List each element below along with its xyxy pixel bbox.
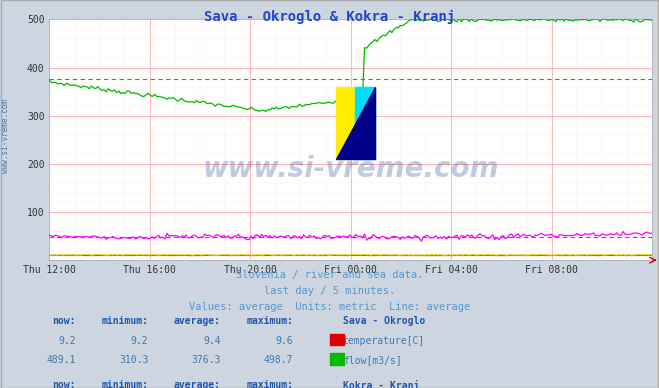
Text: 9.4: 9.4 — [203, 336, 221, 346]
Text: last day / 5 minutes.: last day / 5 minutes. — [264, 286, 395, 296]
Text: 376.3: 376.3 — [191, 355, 221, 365]
Text: now:: now: — [52, 380, 76, 388]
Text: Sava - Okroglo: Sava - Okroglo — [343, 316, 425, 326]
Text: 9.2: 9.2 — [58, 336, 76, 346]
Text: 9.2: 9.2 — [130, 336, 148, 346]
Text: Slovenia / river and sea data.: Slovenia / river and sea data. — [236, 270, 423, 280]
Text: Values: average  Units: metric  Line: average: Values: average Units: metric Line: aver… — [189, 302, 470, 312]
Text: www.si-vreme.com: www.si-vreme.com — [1, 99, 10, 173]
Text: maximum:: maximum: — [246, 316, 293, 326]
Text: 489.1: 489.1 — [46, 355, 76, 365]
Text: Sava - Okroglo & Kokra - Kranj: Sava - Okroglo & Kokra - Kranj — [204, 10, 455, 24]
Text: minimum:: minimum: — [101, 380, 148, 388]
Text: temperature[C]: temperature[C] — [343, 336, 425, 346]
Text: 310.3: 310.3 — [119, 355, 148, 365]
Text: flow[m3/s]: flow[m3/s] — [343, 355, 401, 365]
Text: www.si-vreme.com: www.si-vreme.com — [203, 154, 499, 182]
Text: maximum:: maximum: — [246, 380, 293, 388]
Text: now:: now: — [52, 316, 76, 326]
Text: average:: average: — [174, 380, 221, 388]
Bar — [355, 87, 375, 159]
Polygon shape — [336, 87, 375, 159]
Text: 498.7: 498.7 — [264, 355, 293, 365]
Text: minimum:: minimum: — [101, 316, 148, 326]
Bar — [336, 87, 355, 159]
Text: average:: average: — [174, 316, 221, 326]
Text: Kokra - Kranj: Kokra - Kranj — [343, 380, 419, 388]
Text: 9.6: 9.6 — [275, 336, 293, 346]
